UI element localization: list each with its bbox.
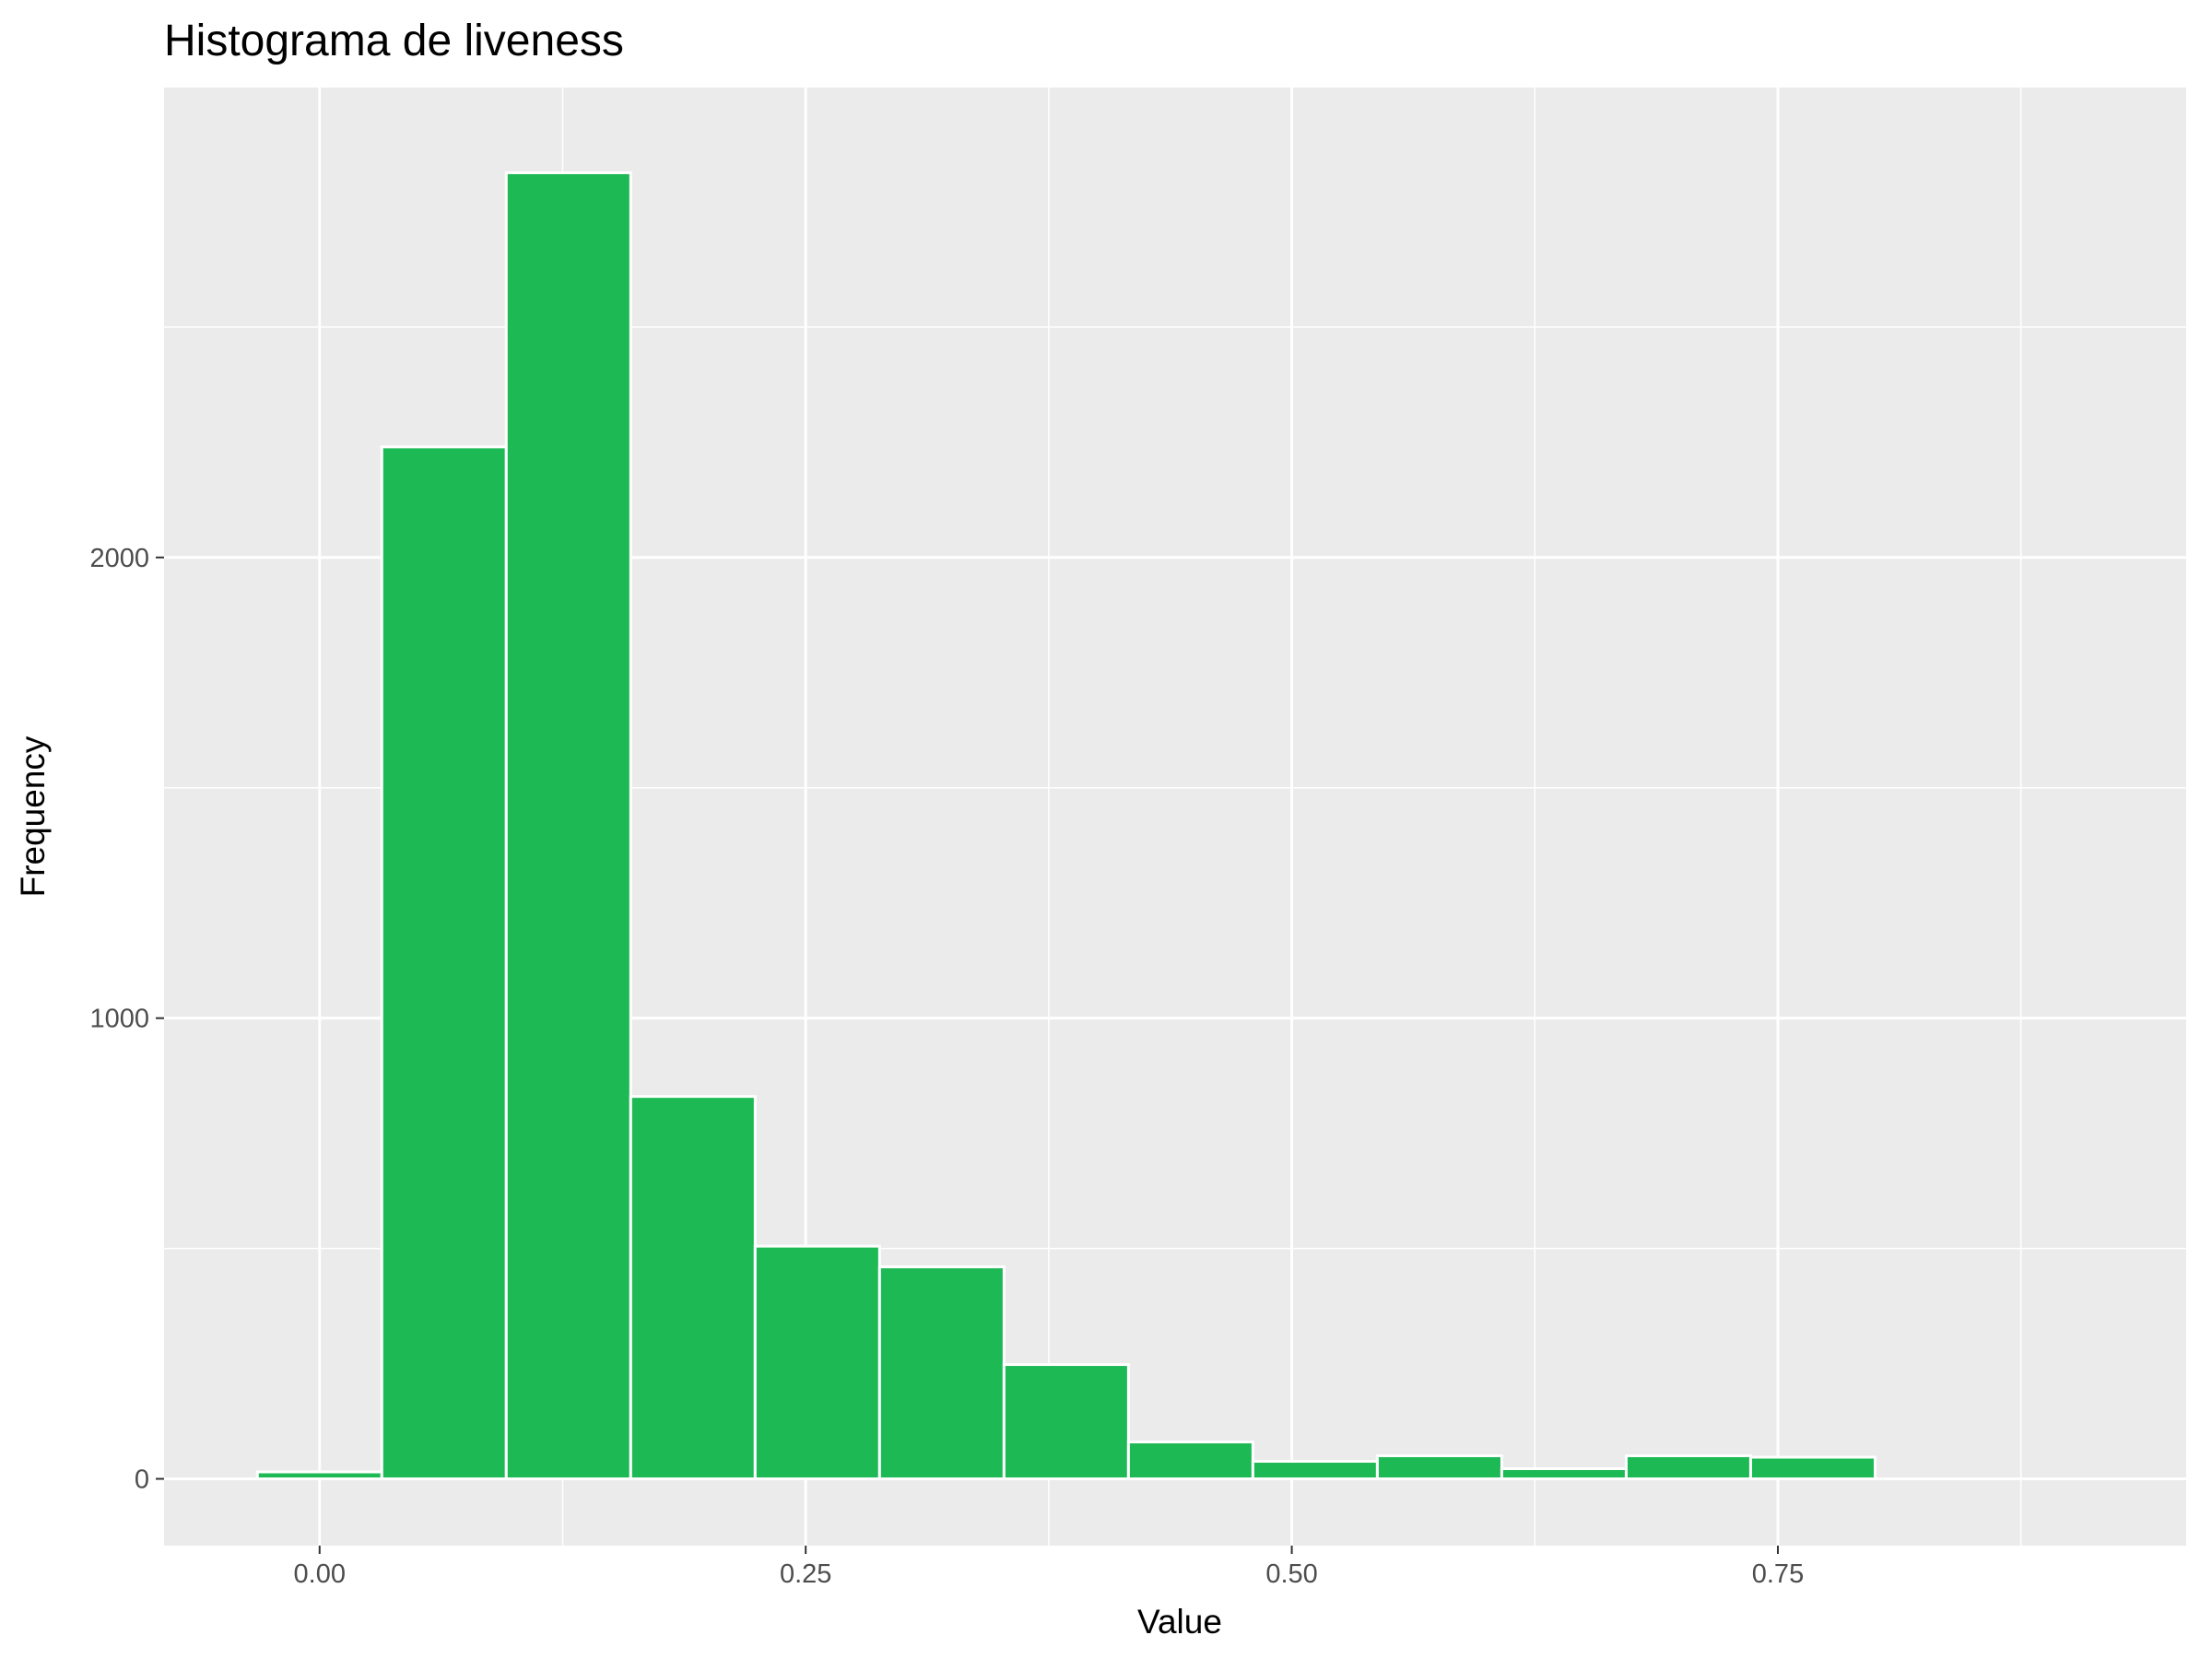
x-axis: 0.00 0.25 0.50 0.75 (294, 1546, 1804, 1589)
histogram-bar-0 (255, 1470, 383, 1481)
histogram-bar-9 (1375, 1454, 1503, 1481)
x-tick-label: 0.00 (294, 1559, 346, 1589)
histogram-bar-1 (380, 445, 508, 1481)
histogram-bar-11 (1624, 1454, 1752, 1481)
histogram-bar-3 (629, 1095, 757, 1481)
histogram-bar-12 (1748, 1455, 1877, 1481)
histogram-bar-2 (504, 171, 632, 1481)
histogram-bar-6 (1002, 1363, 1130, 1481)
y-axis: 0 1000 2000 (89, 544, 164, 1495)
y-tick-label: 2000 (89, 544, 149, 573)
chart-title: Histograma de liveness (164, 17, 624, 65)
x-axis-title: Value (1137, 1603, 1222, 1641)
histogram-bar-10 (1500, 1467, 1628, 1481)
histogram-bars (255, 171, 1877, 1481)
histogram-bar-7 (1126, 1441, 1254, 1481)
y-tick-label: 1000 (89, 1005, 149, 1034)
x-tick-label: 0.25 (780, 1559, 831, 1589)
histogram-bar-8 (1251, 1460, 1379, 1481)
y-tick-label: 0 (135, 1465, 149, 1495)
histogram-bar-5 (877, 1265, 1006, 1481)
histogram-bar-4 (753, 1244, 881, 1481)
x-tick-label: 0.75 (1752, 1559, 1804, 1589)
y-axis-title: Frequency (14, 735, 52, 897)
x-tick-label: 0.50 (1265, 1559, 1317, 1589)
